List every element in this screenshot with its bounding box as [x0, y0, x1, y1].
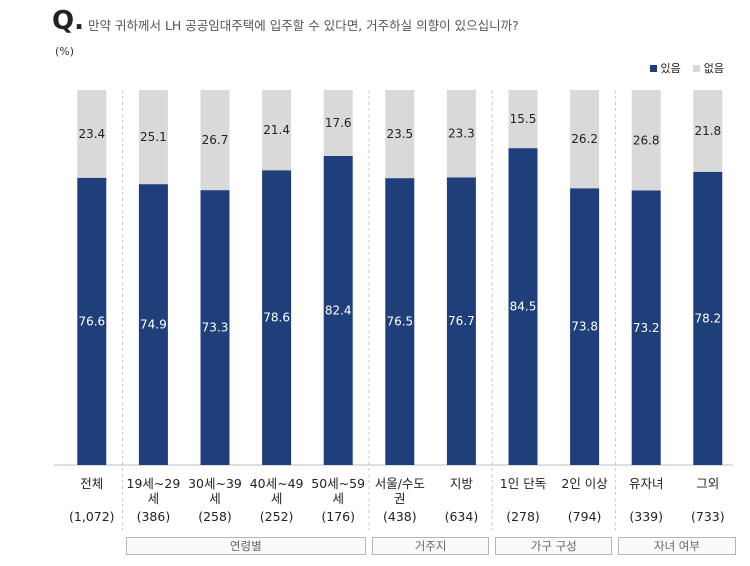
bar-yes	[446, 177, 476, 465]
category-sample-size: (339)	[629, 509, 663, 524]
category-label: 유자녀	[629, 476, 664, 491]
data-label-no: 23.4	[78, 127, 105, 141]
category-label-line2: 세	[209, 491, 221, 506]
category-label: 40세~49	[250, 476, 304, 491]
data-label-no: 26.8	[633, 133, 660, 147]
data-label-yes: 74.9	[140, 318, 167, 332]
data-label-yes: 76.5	[386, 315, 413, 329]
bar-no	[385, 90, 415, 179]
bar-yes	[200, 190, 230, 465]
data-label-no: 21.4	[263, 123, 290, 137]
category-label: 전체	[80, 476, 103, 491]
bar-yes	[262, 170, 292, 465]
question-mark: Q.	[52, 6, 84, 36]
category-label-line2: 세	[332, 491, 344, 506]
bar-no	[323, 90, 353, 156]
bar-no	[631, 90, 661, 191]
category-label: 30세~39	[188, 476, 242, 491]
category-sample-size: (278)	[506, 509, 540, 524]
bar-no	[138, 90, 168, 185]
bar-no	[508, 90, 538, 149]
category-label: 서울/수도	[375, 476, 425, 491]
bar-no	[77, 90, 107, 178]
data-label-no: 23.3	[448, 127, 475, 141]
category-label-line2: 세	[271, 491, 283, 506]
bar-no	[570, 90, 600, 189]
category-sample-size: (176)	[321, 509, 355, 524]
data-label-no: 26.2	[571, 132, 598, 146]
legend-item-no: 없음	[692, 60, 724, 76]
group-label-box: 자녀 여부	[618, 537, 736, 555]
legend-swatch-no	[692, 64, 700, 72]
bar-yes	[508, 148, 538, 465]
category-label: 1인 단독	[500, 476, 546, 491]
category-label-line2: 권	[394, 491, 406, 506]
data-label-no: 17.6	[325, 116, 352, 130]
category-sample-size: (258)	[198, 509, 232, 524]
bar-yes	[693, 171, 723, 465]
data-label-no: 26.7	[202, 133, 229, 147]
bar-no	[693, 90, 723, 172]
data-label-yes: 78.6	[263, 311, 290, 325]
bar-yes	[385, 178, 415, 465]
category-label: 19세~29	[127, 476, 181, 491]
data-label-no: 25.1	[140, 130, 167, 144]
data-label-yes: 76.7	[448, 314, 475, 328]
bar-yes	[138, 184, 168, 465]
category-label-line2: 세	[148, 491, 160, 506]
bar-yes	[570, 188, 600, 465]
category-sample-size: (386)	[137, 509, 171, 524]
legend-swatch-yes	[649, 64, 657, 72]
data-label-yes: 73.3	[202, 321, 229, 335]
question-text: 만약 귀하께서 LH 공공임대주택에 입주할 수 있다면, 거주하실 의향이 있…	[88, 18, 519, 33]
group-label-box: 가구 구성	[495, 537, 613, 555]
category-sample-size: (794)	[568, 509, 602, 524]
category-label: 50세~59	[311, 476, 365, 491]
category-label: 그외	[696, 476, 719, 491]
category-label: 지방	[450, 476, 474, 491]
group-label-box: 연령별	[125, 537, 366, 555]
group-label-box: 거주지	[372, 537, 490, 555]
bar-yes	[631, 190, 661, 465]
data-label-no: 15.5	[510, 112, 537, 126]
bar-yes	[323, 156, 353, 465]
data-label-yes: 76.6	[78, 314, 105, 328]
legend: 있음 없음	[649, 60, 724, 76]
data-label-no: 21.8	[694, 124, 721, 138]
bar-no	[200, 90, 230, 191]
category-sample-size: (1,072)	[69, 509, 115, 524]
data-label-yes: 84.5	[510, 300, 537, 314]
category-sample-size: (634)	[445, 509, 479, 524]
legend-item-yes: 있음	[649, 60, 681, 76]
category-label: 2인 이상	[561, 476, 608, 491]
data-label-no: 23.5	[386, 127, 413, 141]
bar-no	[262, 90, 292, 171]
category-sample-size: (252)	[260, 509, 294, 524]
bar-no	[446, 90, 476, 178]
data-label-yes: 73.2	[633, 321, 660, 335]
legend-label-no: 없음	[703, 62, 724, 75]
data-label-yes: 78.2	[694, 311, 721, 325]
category-sample-size: (733)	[691, 509, 725, 524]
data-label-yes: 82.4	[325, 304, 352, 318]
category-sample-size: (438)	[383, 509, 417, 524]
data-label-yes: 73.8	[571, 320, 598, 334]
legend-label-yes: 있음	[660, 62, 681, 75]
bar-yes	[77, 177, 107, 465]
unit-label: (%)	[55, 45, 75, 58]
